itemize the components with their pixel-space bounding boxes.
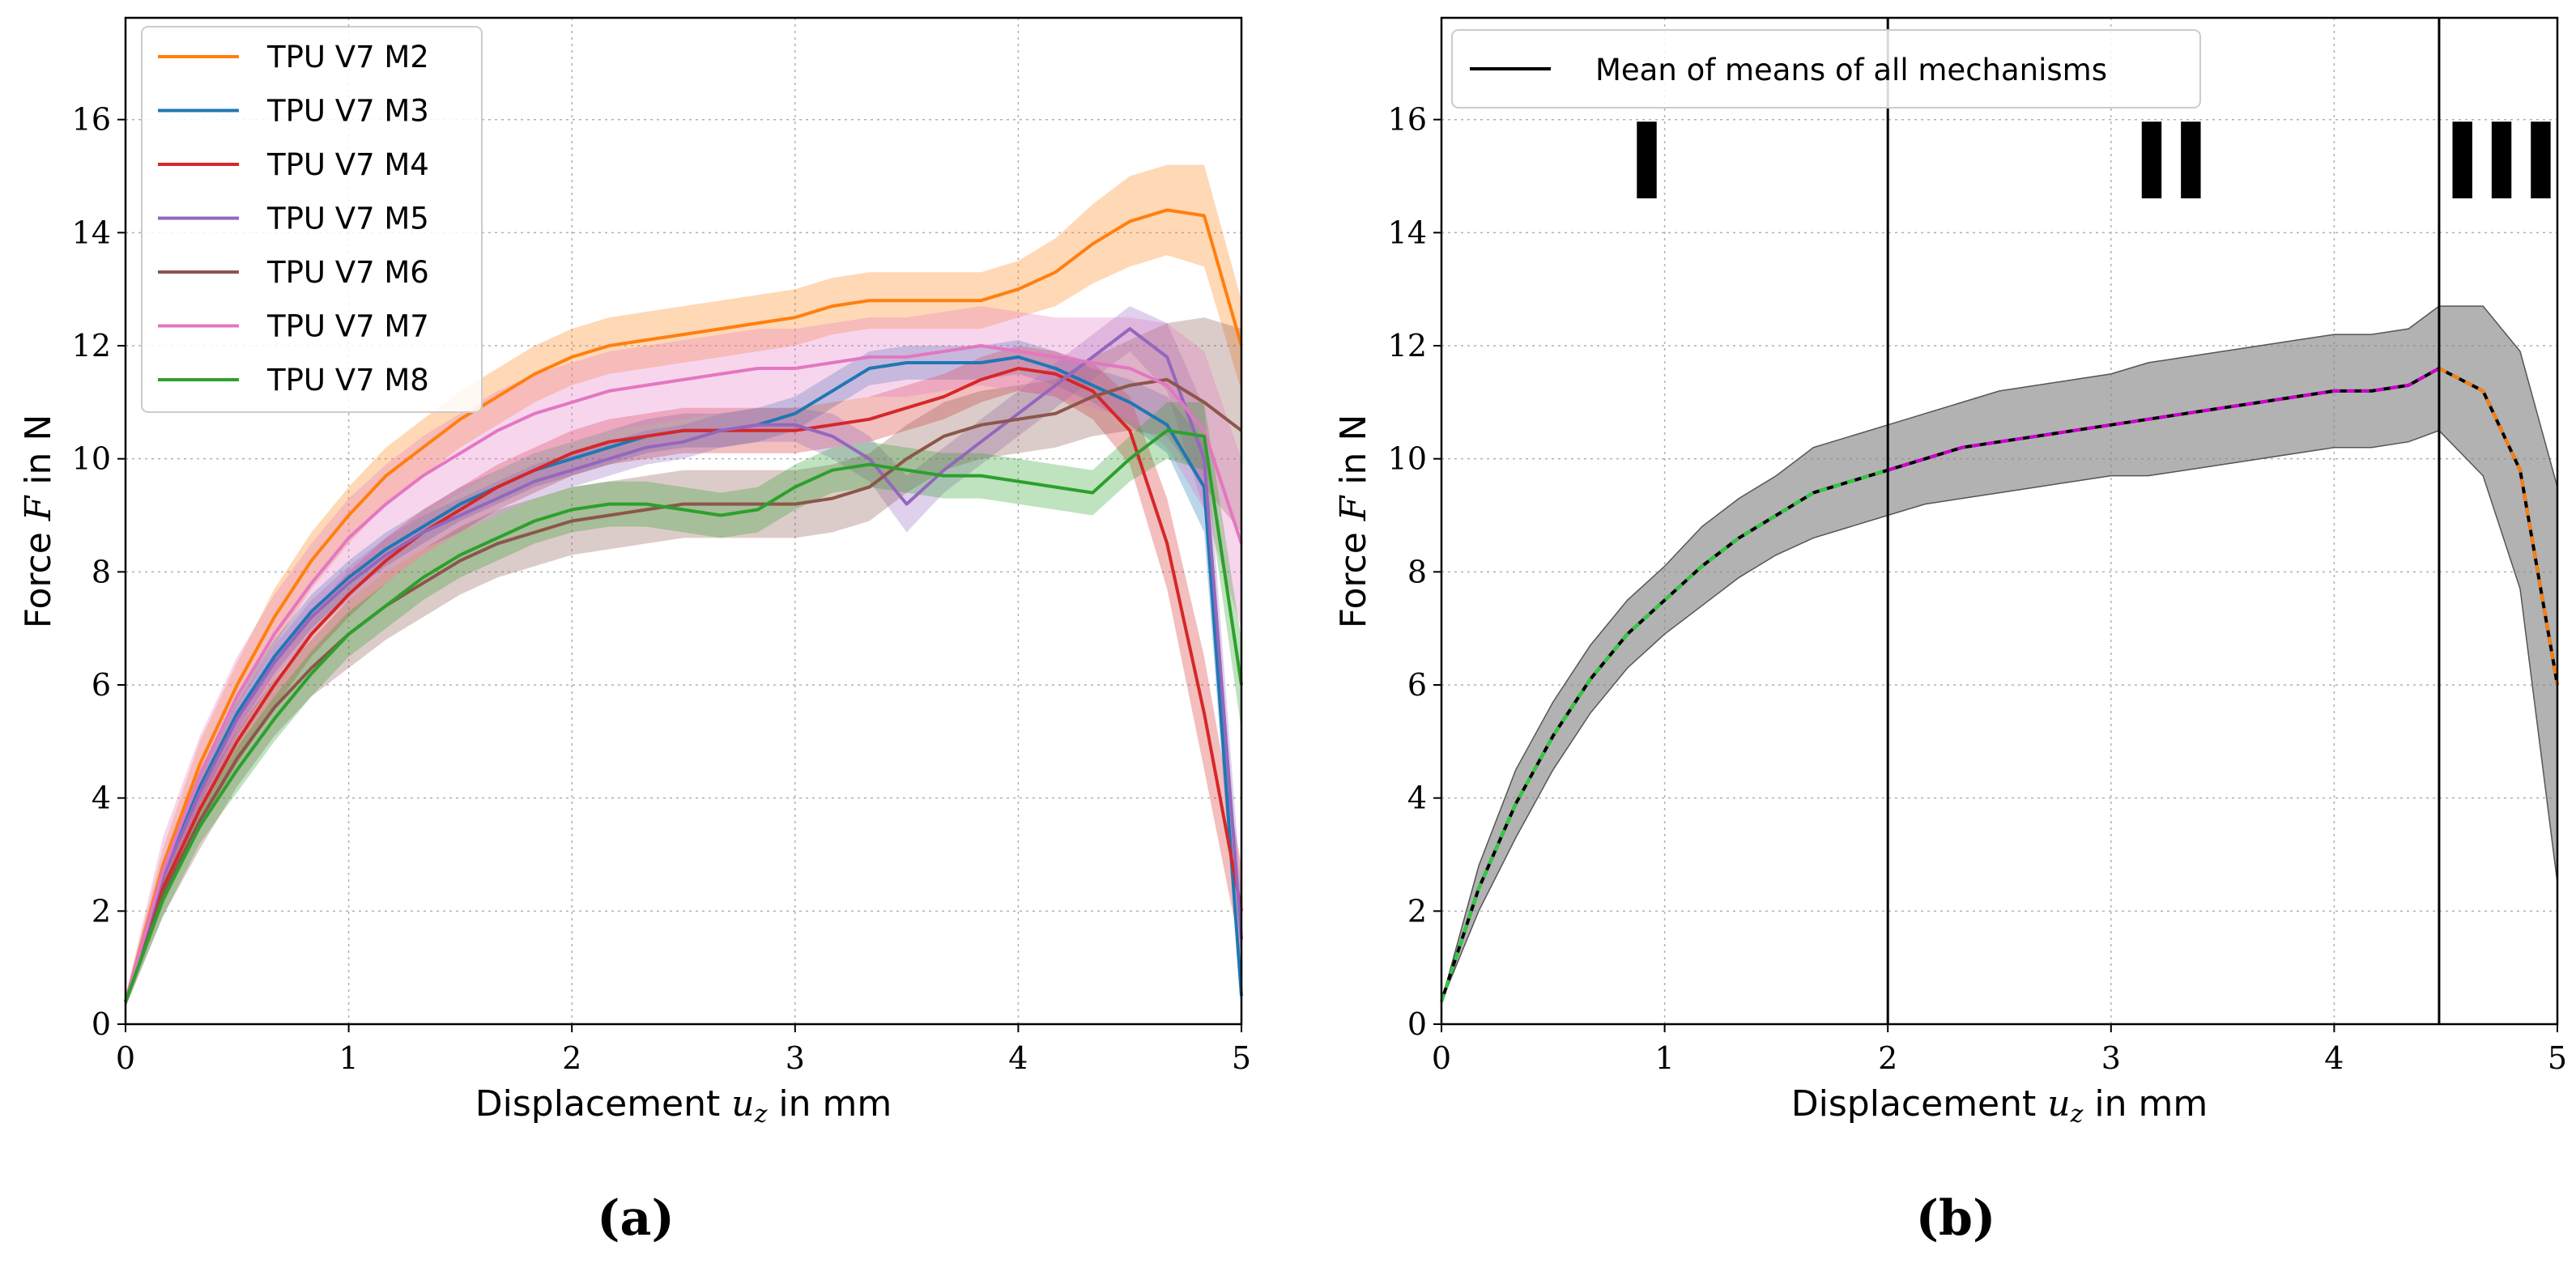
legend-label: TPU V7 M7 [266,309,429,344]
x-tick-label: 2 [1878,1040,1897,1076]
y-tick-label: 6 [1407,667,1427,703]
y-axis-label-b: Force F in N [1333,415,1374,629]
legend-label: TPU V7 M5 [266,202,429,236]
region-labels-b: I II III [1627,100,2560,223]
legend-label: TPU V7 M4 [266,147,429,182]
segment-region-II [1887,367,2440,472]
x-tick-label: 5 [1232,1040,1251,1076]
bands-b [1441,305,2558,1002]
lines-b [1440,367,2559,1002]
y-tick-label: 12 [72,328,111,364]
y-tick-label: 10 [72,441,111,477]
legend-label: TPU V7 M3 [266,94,429,129]
legend-b: Mean of means of all mechanisms [1451,29,2201,108]
region-label-III: III [2443,100,2561,223]
line-tpu-v7-m7 [124,344,1243,1002]
x-tick-label: 3 [2101,1040,2121,1076]
y-tick-label: 8 [92,554,111,589]
y-tick-label: 10 [1388,441,1427,477]
legend-box-b [1451,29,2201,108]
subfigure-label-a: (a) [597,1190,675,1247]
band-mean-of-means [1441,305,2558,1002]
y-axis-label-a: Force F in N [18,415,59,629]
y-tick-label: 0 [1407,1006,1427,1042]
grid-b [1441,18,2558,1025]
legend-label: TPU V7 M8 [266,363,429,398]
band-tpu-v7-m8 [126,402,1241,1008]
legend-label: TPU V7 M6 [266,255,429,290]
segment-region-I [1440,468,1888,1002]
x-tick-label: 3 [786,1040,805,1076]
line-tpu-v7-m5 [124,327,1243,1002]
lines-a [124,208,1243,1002]
legend-label-mean: Mean of means of all mechanisms [1595,53,2107,87]
x-tick-label: 5 [2548,1040,2567,1076]
band-tpu-v7-m3 [126,340,1241,1013]
plot-frame-b [1440,16,2559,1026]
y-tick-label: 14 [72,215,111,250]
plot-frame-a [124,16,1243,1026]
band-tpu-v7-m4 [126,346,1241,1008]
x-tick-label: 4 [2324,1040,2344,1076]
band-tpu-v7-m5 [126,306,1241,1008]
subfigure-label-b: (b) [1916,1190,1996,1247]
y-tick-label: 12 [1388,328,1427,364]
segment-region-III [2438,367,2559,686]
x-tick-label: 1 [1655,1040,1675,1076]
line-tpu-v7-m6 [124,377,1243,1002]
x-tick-label: 4 [1008,1040,1028,1076]
y-tick-label: 2 [92,893,111,929]
y-tick-label: 16 [72,102,111,138]
y-tick-label: 16 [1388,102,1427,138]
y-tick-label: 6 [92,667,111,703]
x-tick-label: 0 [116,1040,135,1076]
line-tpu-v7-m8 [124,428,1243,1002]
y-tick-label: 0 [92,1006,111,1042]
y-tick-label: 8 [1407,554,1427,589]
x-axis-label-b: Displacement uz in mm [1791,1083,2208,1129]
y-tick-label: 2 [1407,893,1427,929]
x-tick-label: 2 [562,1040,581,1076]
legend-label: TPU V7 M2 [266,40,429,74]
x-axis-label-a: Displacement uz in mm [475,1083,892,1129]
x-tick-label: 0 [1432,1040,1451,1076]
y-tick-label: 4 [92,780,111,816]
band-tpu-v7-m7 [126,306,1241,1008]
region-label-II: II [2132,100,2211,223]
legend-a: TPU V7 M2 TPU V7 M3 TPU V7 M4 TPU V7 M5 TPU … [141,26,483,413]
x-tick-label: 1 [339,1040,359,1076]
legend-box-a [141,26,483,413]
region-dividers-b [1886,18,2441,1024]
y-tick-label: 4 [1407,780,1427,816]
line-tpu-v7-m2 [124,208,1243,1002]
line-tpu-v7-m4 [124,367,1243,1002]
y-tick-label: 14 [1388,215,1427,250]
region-label-I: I [1627,100,1666,223]
